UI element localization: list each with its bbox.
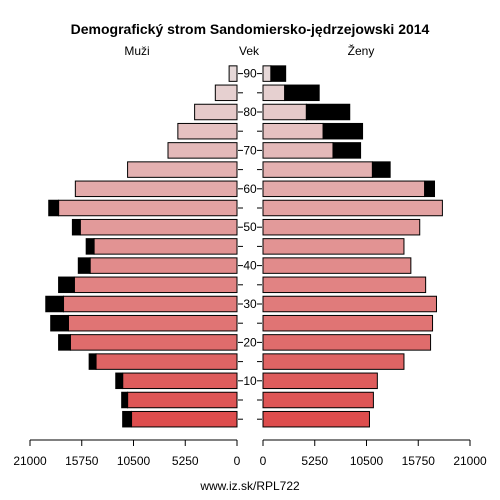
age-label: Vek — [239, 44, 260, 58]
age-tick-label: 60 — [243, 182, 257, 196]
male-excess-bar-25-29 — [50, 314, 69, 332]
age-tick-label: 10 — [243, 374, 257, 388]
female-bar-55-59 — [262, 199, 443, 217]
female-bar-85-89 — [262, 84, 286, 102]
male-x-tick-label: 15750 — [65, 454, 99, 468]
female-bar-70-74 — [262, 142, 334, 159]
male-bar-50-54 — [79, 218, 238, 236]
male-excess-bar-55-59 — [48, 199, 60, 217]
female-bar-60-64 — [262, 180, 426, 198]
male-excess-bar-20-24 — [58, 334, 71, 351]
female-bar-10-14 — [262, 372, 378, 390]
male-excess-bar-30-34 — [45, 295, 65, 313]
female-excess-bar-65-69 — [371, 161, 391, 178]
female-bar-45-49 — [262, 238, 405, 255]
age-tick-label: 20 — [243, 335, 257, 349]
age-tick-label: 30 — [243, 297, 257, 311]
male-bar-65-69 — [127, 161, 238, 178]
male-label: Muži — [124, 44, 149, 58]
female-excess-bar-75-79 — [322, 122, 364, 140]
male-bar-75-79 — [177, 122, 238, 140]
male-bar-30-34 — [63, 295, 238, 313]
male-bar-55-59 — [58, 199, 238, 217]
male-bar-20-24 — [69, 334, 238, 351]
male-excess-bar-0-4 — [122, 410, 133, 428]
male-bar-5-9 — [127, 391, 238, 409]
male-bar-40-44 — [89, 257, 238, 274]
female-bar-40-44 — [262, 257, 412, 274]
male-bar-10-14 — [122, 372, 238, 390]
axes-group: 10 20 30 40 50 60 70 80 90 21000 15750 10500 5250 0 0 5… — [13, 67, 487, 468]
female-bar-30-34 — [262, 295, 437, 313]
female-excess-bar-85-89 — [284, 84, 320, 102]
source-label: www.iz.sk/RPL722 — [199, 479, 300, 493]
bars-group — [45, 65, 443, 428]
male-excess-bar-15-19 — [88, 353, 97, 370]
female-bar-15-19 — [262, 353, 405, 370]
male-bar-45-49 — [93, 238, 238, 255]
male-excess-bar-45-49 — [85, 238, 95, 255]
female-label: Ženy — [348, 43, 375, 58]
male-bar-25-29 — [67, 314, 238, 332]
age-tick-label: 90 — [243, 67, 257, 81]
female-x-tick-label: 15750 — [402, 454, 436, 468]
female-excess-bar-60-64 — [424, 180, 436, 198]
female-bar-80-84 — [262, 103, 307, 121]
male-excess-bar-10-14 — [115, 372, 124, 390]
male-excess-bar-50-54 — [71, 218, 81, 236]
female-x-tick-label: 0 — [260, 454, 267, 468]
female-excess-bar-70-74 — [332, 142, 362, 159]
female-bar-90+ — [262, 65, 272, 82]
male-x-tick-label: 5250 — [172, 454, 199, 468]
female-bar-75-79 — [262, 122, 324, 140]
male-excess-bar-35-39 — [58, 276, 75, 294]
female-bar-0-4 — [262, 410, 370, 428]
male-bar-80-84 — [194, 103, 238, 121]
female-x-tick-label: 21000 — [453, 454, 487, 468]
male-x-tick-label: 0 — [234, 454, 241, 468]
male-x-tick-label: 21000 — [13, 454, 47, 468]
female-excess-bar-80-84 — [305, 103, 351, 121]
male-bar-0-4 — [131, 410, 238, 428]
male-bar-85-89 — [214, 84, 238, 102]
female-x-tick-label: 5250 — [301, 454, 328, 468]
age-tick-label: 70 — [243, 143, 257, 157]
age-tick-label: 80 — [243, 105, 257, 119]
female-excess-bar-90+ — [270, 65, 287, 82]
male-excess-bar-5-9 — [121, 391, 129, 409]
female-bar-5-9 — [262, 391, 374, 409]
chart-title: Demografický strom Sandomiersko-jędrzejo… — [71, 21, 430, 37]
male-x-tick-label: 10500 — [117, 454, 151, 468]
female-bar-65-69 — [262, 161, 373, 178]
female-bar-20-24 — [262, 334, 432, 351]
male-bar-70-74 — [167, 142, 238, 159]
male-bar-15-19 — [95, 353, 238, 370]
male-bar-90+ — [228, 65, 238, 82]
age-tick-label: 40 — [243, 259, 257, 273]
female-bar-35-39 — [262, 276, 427, 294]
female-x-tick-label: 10500 — [350, 454, 384, 468]
age-tick-label: 50 — [243, 220, 257, 234]
female-bar-25-29 — [262, 314, 434, 332]
female-bar-50-54 — [262, 218, 421, 236]
male-bar-35-39 — [73, 276, 238, 294]
male-bar-60-64 — [74, 180, 238, 198]
male-excess-bar-40-44 — [77, 257, 91, 274]
